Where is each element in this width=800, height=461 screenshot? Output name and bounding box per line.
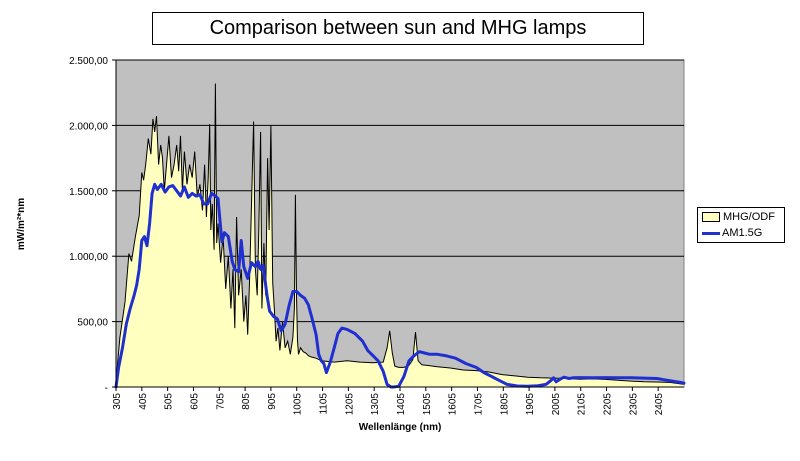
y-tick-labels: - 500,00 1.000,00 1.500,00 2.000,00 2.500,00: [69, 56, 108, 394]
series-group: [114, 83, 686, 389]
x-tick-label: 2005: [551, 393, 562, 416]
legend-swatch-mhg: [702, 212, 720, 222]
legend-swatch-am15g: [702, 231, 720, 235]
y-tick-label: 500,00: [77, 318, 108, 329]
chart-title: Comparison between sun and MHG lamps: [209, 17, 587, 39]
x-tick-label: 505: [164, 393, 175, 410]
y-tick-label: 2.000,00: [69, 121, 108, 132]
x-axis-label: Wellenlänge (nm): [359, 422, 442, 433]
x-tick-labels: 305 405 505 605 705 805 905 1005 1105 1205 1305 140…: [112, 393, 665, 416]
y-tick-label: 2.500,00: [69, 56, 108, 67]
x-tick-label: 2105: [577, 393, 588, 416]
series-am15g-line: [114, 182, 686, 389]
series-mhg-line: [115, 83, 685, 385]
x-tick-label: 1105: [319, 393, 330, 415]
x-tick-label: 1705: [474, 393, 485, 416]
x-tick-label: 2405: [654, 393, 665, 416]
x-tick-label: 1605: [448, 393, 459, 416]
legend-item-am15g: AM1.5G: [702, 226, 762, 240]
x-tick-label: 705: [215, 393, 226, 410]
legend-label-mhg: MHG/ODF: [723, 211, 775, 223]
legend-label-am15g: AM1.5G: [722, 227, 763, 239]
x-tick-label: 1005: [293, 393, 304, 416]
x-tick-label: 805: [241, 393, 252, 410]
axes: [112, 59, 684, 391]
series-mhg-area: [116, 83, 684, 387]
x-tick-label: 905: [267, 393, 278, 410]
x-tick-label: 305: [112, 393, 123, 410]
x-tick-label: 2205: [603, 393, 614, 416]
y-axis-label: mW/m²*nm: [16, 198, 27, 250]
x-tick-label: 1405: [396, 393, 407, 416]
legend-item-mhg: MHG/ODF: [702, 210, 775, 224]
y-tick-label: 1.500,00: [69, 187, 108, 198]
x-tick-label: 1905: [525, 393, 536, 416]
x-tick-label: 1305: [370, 393, 381, 416]
x-tick-label: 1205: [344, 393, 355, 416]
x-tick-label: 405: [138, 393, 149, 410]
legend: MHG/ODF AM1.5G: [697, 207, 785, 243]
y-tick-label: 1.000,00: [69, 252, 108, 263]
y-tick-label: -: [105, 383, 108, 394]
x-tick-label: 1505: [422, 393, 433, 416]
x-tick-label: 605: [190, 393, 201, 410]
chart-title-box: Comparison between sun and MHG lamps: [152, 12, 644, 45]
x-tick-label: 2305: [628, 393, 639, 416]
x-tick-label: 1805: [499, 393, 510, 416]
